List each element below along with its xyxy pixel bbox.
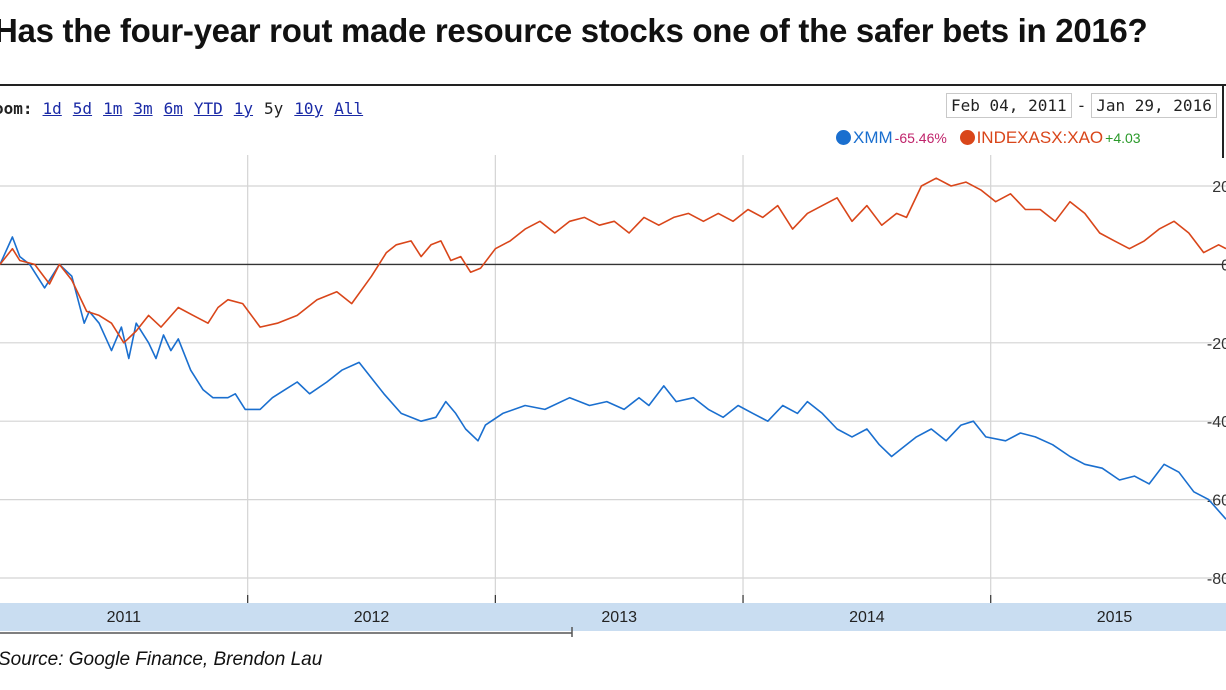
line-chart: 20 0 -20 -40 -60 -80 2011 2012 2013 2014 2015 xyxy=(0,155,1226,637)
legend-dot-icon xyxy=(959,130,975,145)
zoom-label: oom: xyxy=(0,99,33,118)
legend-item-xao[interactable]: INDEXASX:XAO +4.03 xyxy=(959,128,1149,147)
zoom-option-3m[interactable]: 3m xyxy=(133,99,153,118)
date-range: Feb 04, 2011- Jan 29, 2016 xyxy=(946,93,1217,118)
legend-series-change: -65.46% xyxy=(894,130,947,146)
zoom-option-1m[interactable]: 1m xyxy=(103,99,123,118)
page-title: Has the four-year rout made resource sto… xyxy=(0,12,1148,49)
x-tick-label: 2014 xyxy=(849,609,885,626)
zoom-option-ytd[interactable]: YTD xyxy=(193,99,223,118)
y-tick-label: -20 xyxy=(1207,336,1226,353)
zoom-bar: oom: 1d 5d 1m 3m 6m YTD 1y 5y 10y All xyxy=(0,99,374,118)
legend-dot-icon xyxy=(836,130,851,145)
legend-item-xmm[interactable]: XMM -65.46% xyxy=(836,128,960,147)
x-tick-label: 2015 xyxy=(1097,609,1133,626)
x-tick-label: 2013 xyxy=(601,609,637,626)
navigator-bar xyxy=(0,603,1226,631)
y-tick-label: 0 xyxy=(1221,257,1226,274)
zoom-option-5d[interactable]: 5d xyxy=(72,99,93,118)
zoom-option-6m[interactable]: 6m xyxy=(163,99,183,118)
y-tick-label: 20 xyxy=(1212,179,1226,196)
legend-series-name: INDEXASX:XAO xyxy=(976,128,1104,147)
date-range-separator: - xyxy=(1076,96,1087,115)
zoom-option-1y[interactable]: 1y xyxy=(233,99,254,118)
source-caption: Source: Google Finance, Brendon Lau xyxy=(0,649,323,670)
date-range-start-input[interactable]: Feb 04, 2011 xyxy=(946,93,1072,118)
y-tick-label: -40 xyxy=(1207,414,1226,431)
zoom-option-all[interactable]: All xyxy=(334,99,364,118)
y-tick-label: -60 xyxy=(1207,493,1226,510)
chart-frame-top-border xyxy=(0,84,1226,86)
zoom-option-1d[interactable]: 1d xyxy=(42,99,62,118)
zoom-option-5y[interactable]: 5y xyxy=(264,99,284,118)
legend-series-change: +4.03 xyxy=(1105,130,1141,146)
chart-legend: XMM -65.46% INDEXASX:XAO +4.03 xyxy=(836,128,1149,148)
x-tick-label: 2012 xyxy=(354,609,390,626)
series-line-xao xyxy=(0,177,1226,344)
chart-frame-right-border xyxy=(1222,84,1224,158)
series-line-xmm xyxy=(0,236,1226,520)
x-tick-label: 2011 xyxy=(107,609,142,626)
zoom-option-10y[interactable]: 10y xyxy=(294,99,324,118)
legend-series-name: XMM xyxy=(853,128,893,147)
date-range-end-input[interactable]: Jan 29, 2016 xyxy=(1091,93,1217,118)
y-tick-label: -80 xyxy=(1207,571,1226,588)
